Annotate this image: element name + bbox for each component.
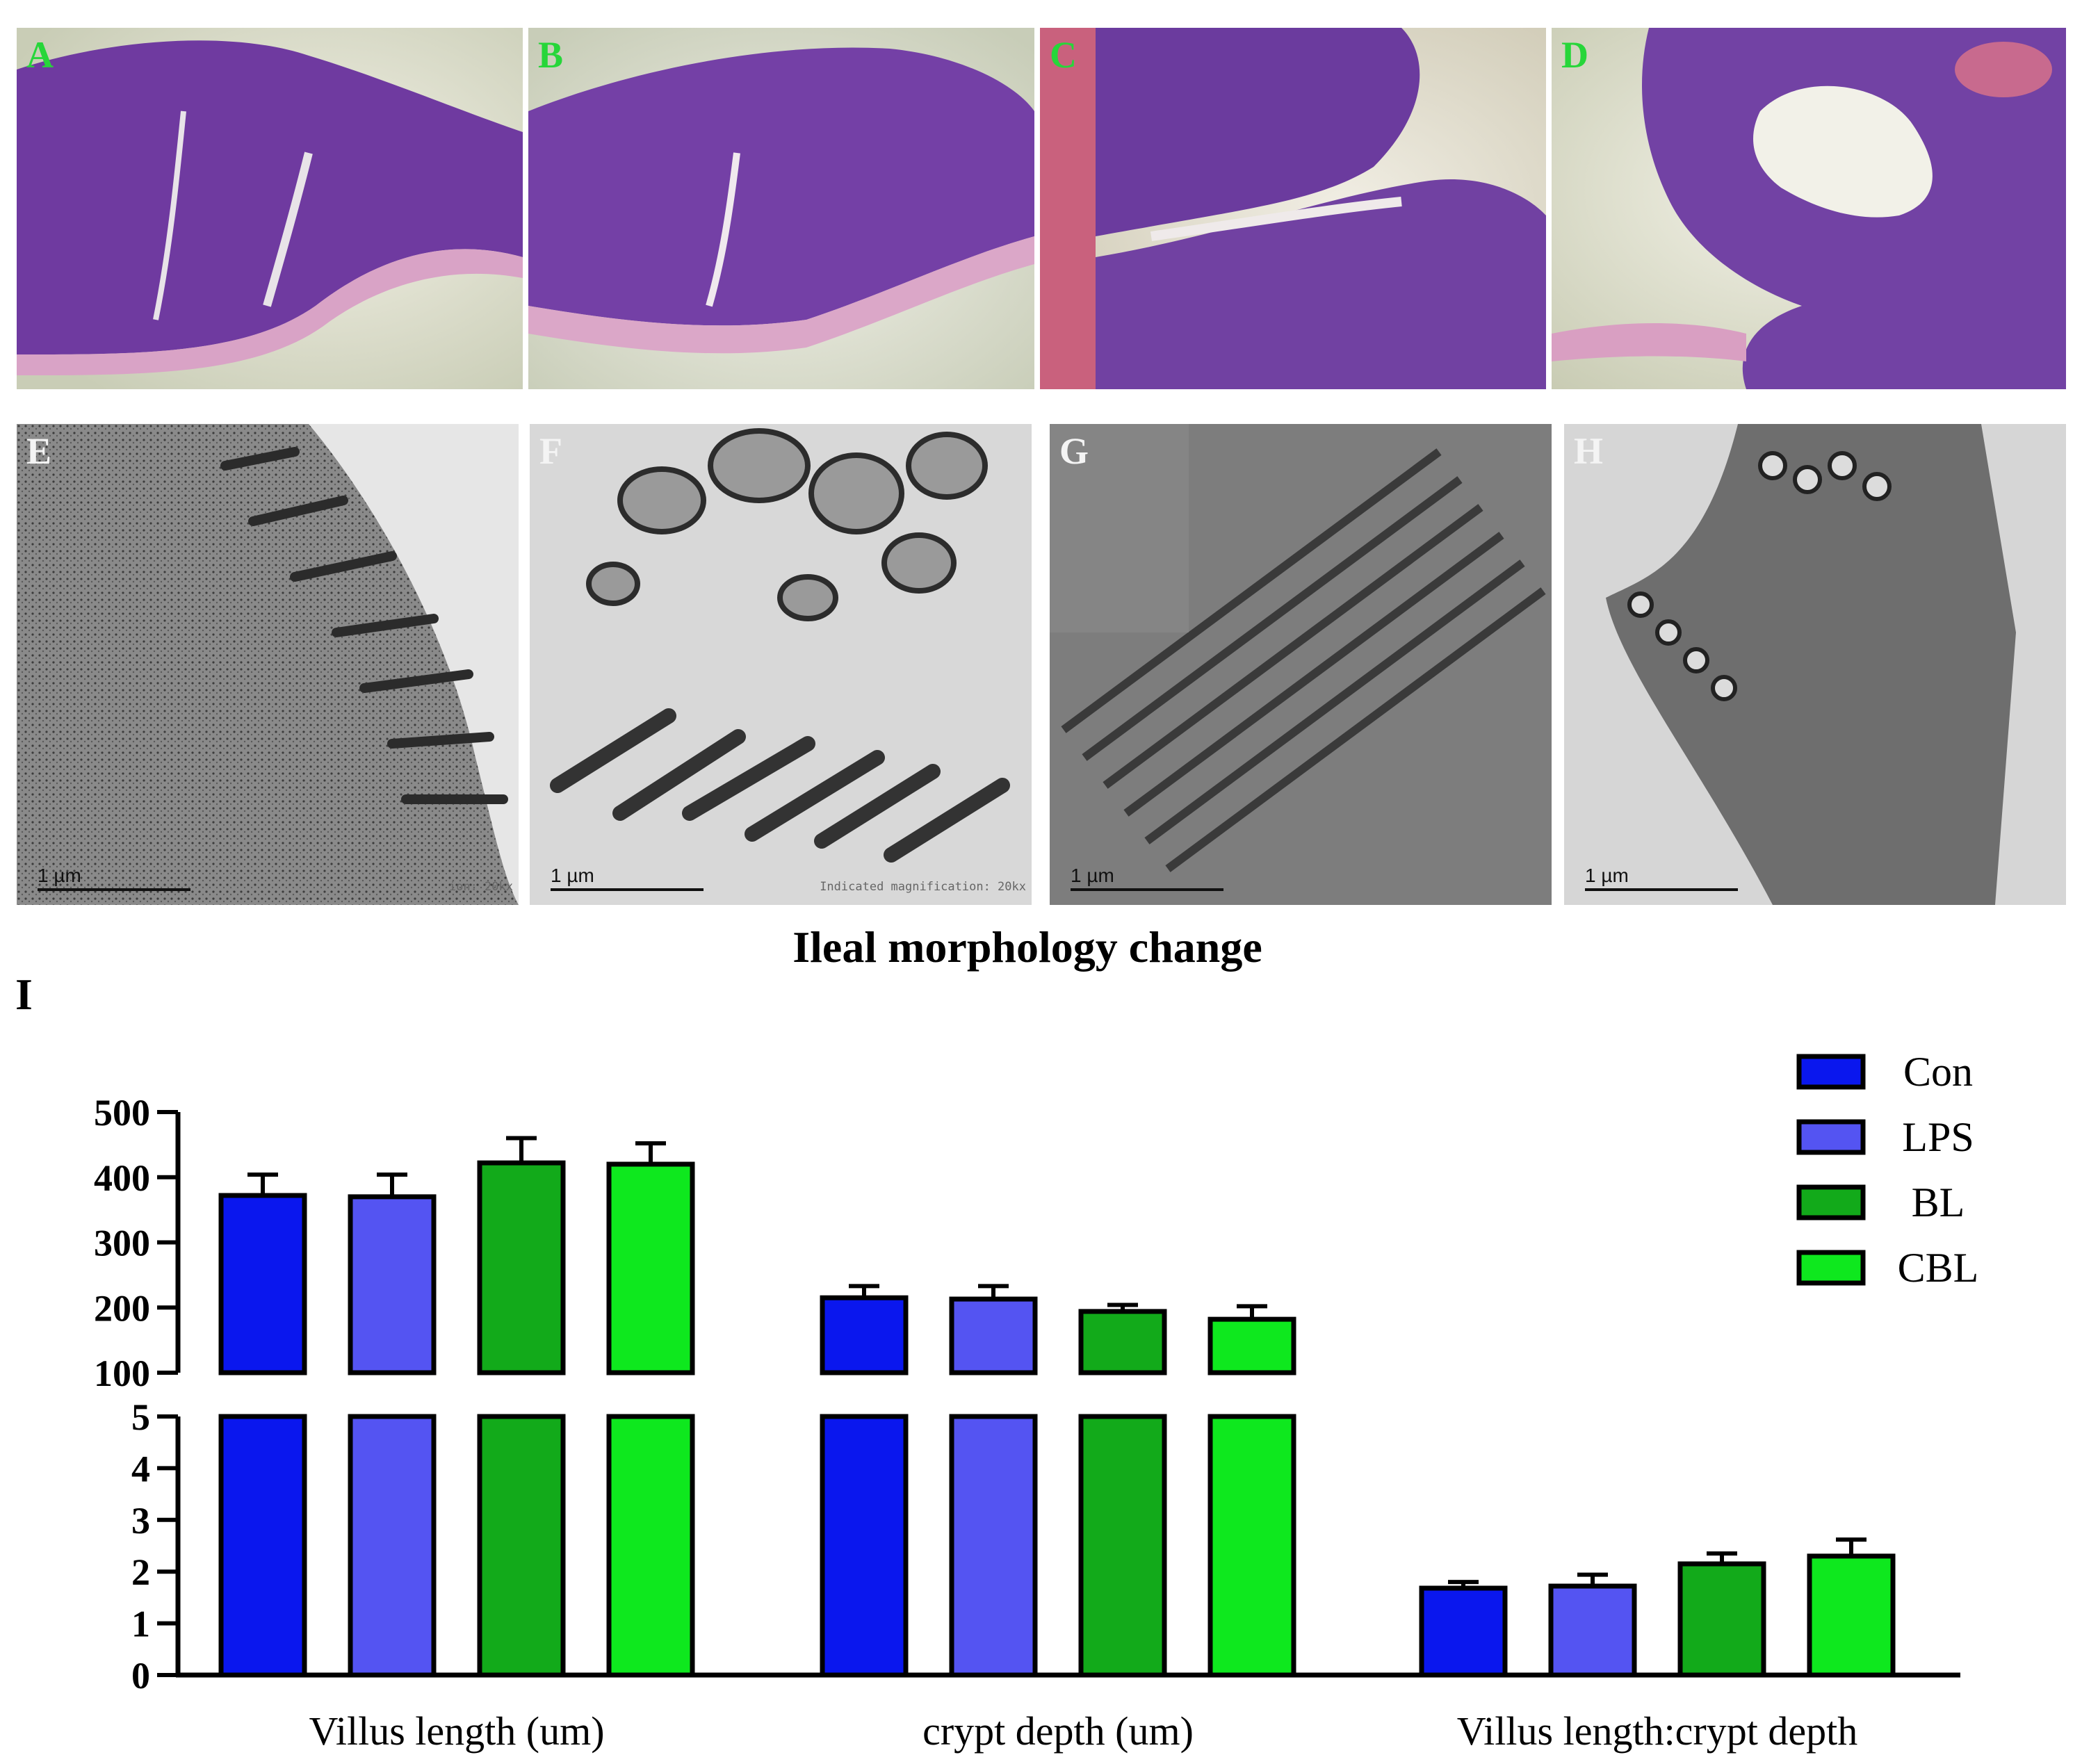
scale-bar: 1 µm <box>1585 866 1738 891</box>
bar-lower-segment <box>1207 1414 1296 1678</box>
legend-label: LPS <box>1902 1114 1974 1160</box>
histology-panel-b: B <box>528 28 1034 389</box>
y-tick-label: 300 <box>94 1223 150 1264</box>
x-category-label: crypt depth (um) <box>922 1708 1194 1754</box>
bar-lower-segment <box>1078 1414 1167 1678</box>
y-tick-label: 100 <box>94 1353 150 1394</box>
scale-bar-line <box>1585 888 1738 891</box>
magnification-text: ion: 20kx <box>448 880 513 894</box>
bar <box>949 1296 1038 1375</box>
bar-lower-segment <box>820 1414 909 1678</box>
bar <box>1548 1583 1637 1678</box>
scale-bar-label: 1 µm <box>551 865 594 886</box>
chart-title: Ileal morphology change <box>792 922 1262 972</box>
panel-letter-h: H <box>1574 430 1604 472</box>
legend-label: BL <box>1912 1179 1965 1225</box>
magnification-text: Indicated magnification: 20kx <box>820 880 1026 894</box>
tem-micrograph-image <box>1050 424 1552 905</box>
scale-bar-label: 1 µm <box>1071 865 1114 886</box>
legend-swatch <box>1796 1119 1866 1155</box>
bar <box>606 1161 695 1375</box>
panel-letter-e: E <box>26 430 52 472</box>
y-tick-label: 400 <box>94 1157 150 1199</box>
scale-bar: 1 µm <box>1071 866 1223 891</box>
bar <box>1078 1309 1167 1375</box>
bar <box>1677 1561 1766 1678</box>
legend-label: Con <box>1903 1049 1973 1095</box>
he-micrograph-image <box>1552 28 2066 389</box>
panel-letter-c: C <box>1050 34 1077 76</box>
histology-panel-c: C <box>1040 28 1546 389</box>
bar <box>1419 1585 1508 1678</box>
scale-bar-label: 1 µm <box>1585 865 1629 886</box>
tem-micrograph-image <box>530 424 1032 905</box>
histology-panel-d: D <box>1552 28 2066 389</box>
he-micrograph-image <box>1040 28 1546 389</box>
legend-swatch <box>1796 1250 1866 1286</box>
scale-bar: 1 µm <box>551 866 704 891</box>
bar <box>1807 1553 1896 1678</box>
scale-bar-line <box>551 888 704 891</box>
bar-lower-segment <box>218 1414 307 1678</box>
bar <box>348 1194 437 1375</box>
scale-bar-line <box>1071 888 1223 891</box>
legend: Con LPS BL CBL <box>1796 1049 1979 1291</box>
tem-micrograph-image <box>17 424 519 905</box>
em-panel-g: G 1 µm <box>1050 424 1552 905</box>
histology-panel-a: A <box>17 28 523 389</box>
bar-chart: Ileal morphology change I 10020030040050… <box>15 922 1979 1754</box>
scale-bar-line <box>38 888 190 891</box>
y-tick-label: 5 <box>131 1396 150 1438</box>
scale-bar-label: 1 µm <box>38 865 81 886</box>
bar-lower-segment <box>477 1414 566 1678</box>
scale-bar: 1 µm <box>38 866 190 891</box>
bar <box>477 1160 566 1375</box>
bar-lower-segment <box>949 1414 1038 1678</box>
legend-label: CBL <box>1898 1245 1979 1291</box>
bar <box>820 1295 909 1375</box>
panel-letter-i: I <box>15 970 33 1019</box>
y-tick-label: 0 <box>131 1655 150 1697</box>
bar-lower-segment <box>606 1414 695 1678</box>
tem-micrograph-image <box>1564 424 2066 905</box>
panel-letter-d: D <box>1561 34 1588 76</box>
y-tick-label: 200 <box>94 1287 150 1329</box>
panel-letter-b: B <box>538 34 564 76</box>
panel-letter-f: F <box>539 430 562 472</box>
panel-letter-g: G <box>1059 430 1089 472</box>
panel-letter-a: A <box>26 34 54 76</box>
he-micrograph-image <box>528 28 1034 389</box>
legend-swatch <box>1796 1054 1866 1090</box>
x-category-label: Villus length:crypt depth <box>1457 1708 1857 1754</box>
y-tick-label: 3 <box>131 1500 150 1542</box>
y-tick-label: 4 <box>131 1448 150 1489</box>
y-tick-label: 1 <box>131 1603 150 1645</box>
em-panel-h: H 1 µm <box>1564 424 2066 905</box>
bar <box>218 1193 307 1375</box>
em-panel-f: F 1 µm Indicated magnification: 20kx <box>530 424 1032 905</box>
he-micrograph-image <box>17 28 523 389</box>
bar-lower-segment <box>348 1414 437 1678</box>
y-tick-label: 2 <box>131 1551 150 1593</box>
legend-swatch <box>1796 1184 1866 1220</box>
bar <box>1207 1316 1296 1375</box>
em-panel-e: E 1 µm ion: 20kx <box>17 424 519 905</box>
y-tick-label: 500 <box>94 1092 150 1134</box>
x-category-label: Villus length (um) <box>309 1708 604 1754</box>
